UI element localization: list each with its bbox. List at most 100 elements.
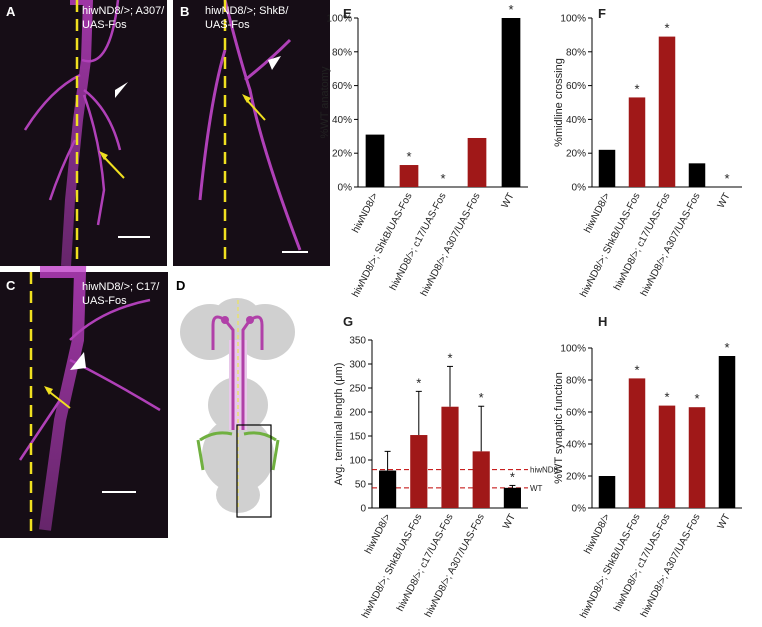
significance-marker: * [664, 21, 669, 36]
x-tick-label: hiwND8/>; A307/UAS-Fos [419, 191, 483, 298]
significance-marker: * [634, 362, 639, 377]
x-tick-label: WT [501, 512, 518, 531]
significance-marker: * [694, 391, 699, 406]
y-tick-label: 20% [566, 472, 586, 483]
y-tick-label: 0 [360, 504, 366, 515]
x-tick-label: WT [500, 191, 517, 210]
panel-label: G [343, 314, 353, 329]
x-tick-label: WT [716, 512, 733, 531]
y-axis-label: %WT synaptic function [553, 372, 565, 484]
y-tick-label: 250 [349, 384, 366, 395]
significance-marker: * [440, 171, 445, 186]
x-tick-label: hiwND8/>; c17/UAS-Fos [612, 191, 673, 292]
y-tick-label: 20% [332, 149, 352, 160]
panel-label: C [6, 278, 16, 293]
bar [628, 97, 646, 187]
x-tick-label: hiwND8/> [582, 512, 612, 556]
significance-marker: * [510, 469, 515, 484]
x-tick-label: hiwND8/>; A307/UAS-Fos [639, 191, 703, 298]
x-tick-label: hiwND8/>; ShkB/UAS-Fos [578, 191, 642, 299]
bar [658, 405, 676, 508]
bar [688, 163, 706, 187]
y-tick-label: 150 [349, 432, 366, 443]
bar [628, 378, 646, 508]
significance-marker: * [416, 375, 421, 390]
schematic-d [180, 298, 295, 518]
y-axis-label: %midline crossing [553, 58, 565, 147]
x-tick-label: hiwND8/> [363, 512, 393, 556]
x-tick-label: hiwND8/>; ShkB/UAS-Fos [350, 191, 414, 299]
x-tick-label: hiwND8/>; ShkB/UAS-Fos [360, 512, 424, 620]
bar [467, 137, 487, 187]
y-tick-label: 60% [566, 408, 586, 419]
reference-label: hiwND8 [530, 466, 559, 475]
bar [410, 435, 428, 508]
significance-marker: * [634, 81, 639, 96]
y-tick-label: 100% [560, 14, 586, 25]
y-tick-label: 40% [566, 115, 586, 126]
x-tick-label: hiwND8/>; A307/UAS-Fos [423, 512, 487, 619]
bar [501, 18, 521, 187]
bar [598, 149, 616, 187]
bar [441, 406, 459, 508]
bar [503, 487, 521, 508]
y-tick-label: 300 [349, 360, 366, 371]
bar [598, 476, 616, 508]
x-tick-label: WT [716, 191, 733, 210]
y-tick-label: 100% [326, 14, 352, 25]
significance-marker: * [724, 171, 729, 186]
y-tick-label: 60% [332, 81, 352, 92]
x-tick-label: hiwND8/> [350, 191, 380, 235]
y-tick-label: 60% [566, 81, 586, 92]
y-tick-label: 0% [572, 183, 587, 194]
panel-label: F [598, 6, 606, 21]
bar [472, 451, 490, 508]
panel-label: B [180, 4, 189, 19]
y-tick-label: 40% [332, 115, 352, 126]
panel-label: D [176, 278, 185, 293]
y-tick-label: 50 [355, 480, 367, 491]
panel-label: A [6, 4, 16, 19]
bar [658, 36, 676, 188]
image-a [0, 0, 167, 267]
significance-marker: * [406, 149, 411, 164]
x-tick-label: hiwND8/>; c17/UAS-Fos [612, 512, 673, 613]
significance-marker: * [447, 350, 452, 365]
y-tick-label: 80% [332, 47, 352, 58]
panel-label: H [598, 314, 607, 329]
bar [399, 165, 419, 187]
significance-marker: * [479, 390, 484, 405]
y-tick-label: 80% [566, 376, 586, 387]
y-tick-label: 0% [572, 504, 587, 515]
bar [688, 407, 706, 508]
x-tick-label: hiwND8/> [582, 191, 612, 235]
image-caption: hiwND8/>; ShkB/ [205, 5, 289, 17]
y-tick-label: 100% [560, 344, 586, 355]
y-tick-label: 80% [566, 47, 586, 58]
panel-label: E [343, 6, 352, 21]
image-caption: hiwND8/>; C17/ [82, 281, 160, 293]
image-c [0, 266, 168, 538]
y-tick-label: 20% [566, 149, 586, 160]
x-tick-label: hiwND8/>; c17/UAS-Fos [395, 512, 456, 613]
reference-label: WT [530, 484, 543, 493]
bar [365, 134, 385, 187]
y-tick-label: 200 [349, 408, 366, 419]
bar [379, 470, 397, 508]
y-axis-label: %WT anatomy [319, 66, 331, 138]
y-tick-label: 40% [566, 440, 586, 451]
x-tick-label: hiwND8/>; A307/UAS-Fos [639, 512, 703, 619]
image-caption: UAS-Fos [205, 19, 250, 31]
bar [718, 356, 736, 508]
image-b [173, 0, 330, 266]
y-tick-label: 100 [349, 456, 366, 467]
y-tick-label: 350 [349, 336, 366, 347]
x-tick-label: hiwND8/>; ShkB/UAS-Fos [578, 512, 642, 620]
image-caption: UAS-Fos [82, 295, 127, 307]
significance-marker: * [508, 2, 513, 17]
image-caption: UAS-Fos [82, 19, 127, 31]
y-tick-label: 0% [338, 183, 353, 194]
significance-marker: * [724, 340, 729, 355]
